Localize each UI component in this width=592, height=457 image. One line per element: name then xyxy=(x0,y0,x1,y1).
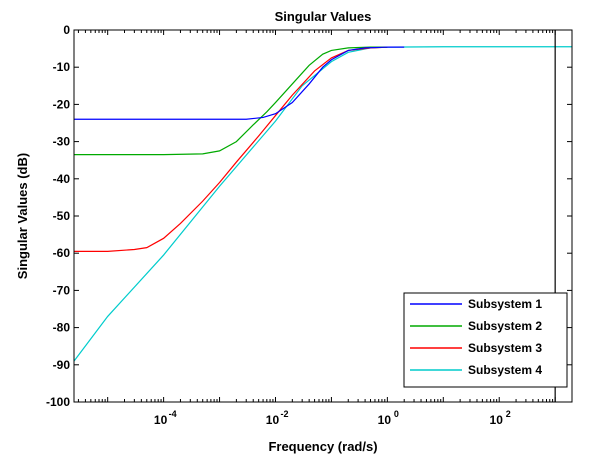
y-tick-label: -50 xyxy=(53,209,71,223)
y-axis-label: Singular Values (dB) xyxy=(15,153,30,279)
y-tick-label: -40 xyxy=(53,172,71,186)
x-tick-label-exponent: 0 xyxy=(394,409,399,419)
legend-label-subsystem-3: Subsystem 3 xyxy=(468,341,542,355)
chart-title: Singular Values xyxy=(275,9,372,24)
y-tick-label: -100 xyxy=(46,395,70,409)
legend-items: Subsystem 1 Subsystem 2 Subsystem 3 Subsyst… xyxy=(410,297,542,377)
series-line-subsystem-3 xyxy=(74,46,388,252)
y-tick-label: -10 xyxy=(53,60,71,74)
legend: Subsystem 1 Subsystem 2 Subsystem 3 Subsyst… xyxy=(403,292,568,388)
data-curves xyxy=(73,46,572,362)
y-tick-label: -70 xyxy=(53,283,71,297)
x-tick-label-exponent: -2 xyxy=(280,409,288,419)
y-tick-label: -30 xyxy=(53,135,71,149)
series-line-subsystem-4 xyxy=(73,46,572,362)
x-axis-ticks: 10 -4 10 -2 10 0 10 2 xyxy=(77,30,573,427)
x-axis-label: Frequency (rad/s) xyxy=(268,439,377,454)
x-tick-label: 10 xyxy=(154,413,168,427)
x-tick-label-exponent: -4 xyxy=(169,409,177,419)
y-tick-label: -60 xyxy=(53,246,71,260)
legend-label-subsystem-1: Subsystem 1 xyxy=(468,297,542,311)
x-tick-label: 10 xyxy=(490,413,504,427)
y-axis-ticks: 0 -10 -20 -30 -40 -50 -60 -70 -80 -90 -100 xyxy=(46,23,572,409)
legend-label-subsystem-4: Subsystem 4 xyxy=(468,363,542,377)
series-line-subsystem-1 xyxy=(74,46,405,120)
x-tick-label-exponent: 2 xyxy=(506,409,511,419)
y-tick-label: -90 xyxy=(53,358,71,372)
y-tick-label: 0 xyxy=(63,23,70,37)
x-tick-label: 10 xyxy=(378,413,392,427)
y-tick-label: -80 xyxy=(53,321,71,335)
legend-label-subsystem-2: Subsystem 2 xyxy=(468,319,542,333)
series-line-subsystem-2 xyxy=(74,46,388,156)
legend-box xyxy=(403,292,568,388)
x-tick-label: 10 xyxy=(266,413,280,427)
y-tick-label: -20 xyxy=(53,97,71,111)
